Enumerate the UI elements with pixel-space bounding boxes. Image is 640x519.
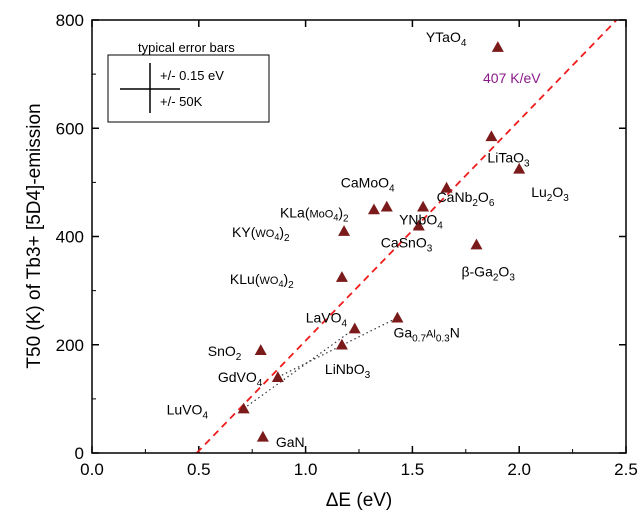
- data-point: [335, 271, 348, 282]
- y-tick-label: 600: [56, 119, 84, 138]
- point-label: KY(WO4)2: [232, 224, 290, 244]
- data-point: [348, 322, 361, 334]
- y-tick-label: 400: [56, 228, 84, 247]
- data-point: [254, 344, 267, 355]
- point-label: LiNbO3: [325, 361, 371, 381]
- svg-text:T50 (K) of Tb3+ [5D4]-emission: T50 (K) of Tb3+ [5D4]-emission: [24, 103, 45, 368]
- data-point: [440, 181, 453, 193]
- y-tick-label: 800: [56, 11, 84, 30]
- data-point: [485, 130, 498, 142]
- x-tick-label: 1.0: [294, 460, 318, 479]
- point-label: SnO2: [208, 343, 242, 363]
- data-point: [256, 430, 269, 442]
- point-label: Ga0.7Al0.3N: [393, 325, 459, 345]
- x-axis-title: ΔE (eV): [326, 490, 393, 511]
- data-point: [470, 238, 483, 250]
- plot-frame: [91, 19, 627, 454]
- x-tick-label: 0.0: [80, 460, 104, 479]
- point-label: LaVO4: [306, 310, 348, 330]
- point-label: LuVO4: [167, 402, 209, 422]
- legend-title: typical error bars: [138, 40, 235, 55]
- data-point: [391, 311, 404, 323]
- x-tick-label: 1.5: [401, 460, 425, 479]
- x-tick-label: 2.5: [614, 460, 638, 479]
- legend-y-error-text: +/- 50K: [160, 94, 203, 109]
- fit-slope-label: 407 K/eV: [483, 70, 541, 86]
- y-tick-label: 200: [56, 336, 84, 355]
- x-tick-label: 0.5: [187, 460, 211, 479]
- data-point: [271, 371, 284, 383]
- fit-line: [196, 19, 618, 454]
- point-label: KLu(WO4)2: [230, 271, 294, 291]
- x-tick-label: 2.0: [507, 460, 531, 479]
- point-label: YNbO4: [399, 212, 443, 232]
- dotted-links-layer: [243, 317, 398, 410]
- dotted-link: [243, 328, 356, 410]
- point-label: β-Ga2O3: [461, 264, 515, 284]
- point-label: CaSnO3: [381, 235, 433, 255]
- point-label: GdVO4: [218, 369, 263, 389]
- point-label: CaNb2O6: [437, 189, 495, 209]
- data-point: [380, 200, 393, 212]
- data-point: [338, 225, 351, 236]
- point-label: YTaO4: [426, 29, 467, 49]
- y-tick-label: 0: [75, 444, 84, 463]
- point-label: GaN: [276, 434, 305, 450]
- data-point: [417, 200, 430, 212]
- point-label: CaMoO4: [341, 175, 395, 195]
- data-point: [513, 162, 526, 174]
- data-points-layer: [237, 41, 526, 442]
- data-point: [491, 41, 504, 52]
- data-point: [367, 203, 380, 215]
- error-bar-legend: typical error bars +/- 0.15 eV +/- 50K: [107, 40, 270, 123]
- data-point: [335, 338, 348, 350]
- y-axis-title: T50 (K) of Tb3+ [5D4]-emission: [24, 103, 45, 368]
- legend-x-error-text: +/- 0.15 eV: [160, 68, 224, 83]
- point-label: KLa(MoO4)2: [280, 204, 349, 224]
- data-point: [237, 402, 250, 414]
- point-label: Lu2O3: [531, 184, 569, 204]
- fit-line-layer: [196, 19, 618, 454]
- point-label: LiTaO3: [487, 149, 530, 169]
- data-point: [412, 219, 425, 231]
